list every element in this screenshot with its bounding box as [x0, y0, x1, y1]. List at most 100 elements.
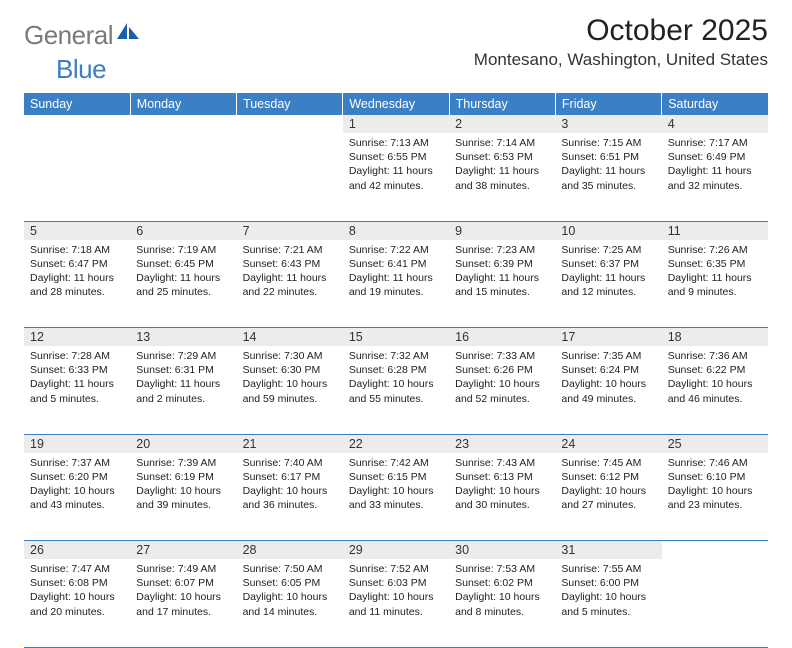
day-text: Sunrise: 7:52 AMSunset: 6:03 PMDaylight:… [343, 559, 449, 625]
day-number-row: 12131415161718 [24, 328, 768, 347]
day-text: Sunrise: 7:28 AMSunset: 6:33 PMDaylight:… [24, 346, 130, 412]
weekday-header: Thursday [449, 93, 555, 115]
day-number-cell: 29 [343, 541, 449, 560]
day-number-cell: 7 [237, 221, 343, 240]
day-cell: Sunrise: 7:52 AMSunset: 6:03 PMDaylight:… [343, 559, 449, 647]
day-text: Sunrise: 7:29 AMSunset: 6:31 PMDaylight:… [130, 346, 236, 412]
weekday-header: Saturday [662, 93, 768, 115]
day-cell: Sunrise: 7:26 AMSunset: 6:35 PMDaylight:… [662, 240, 768, 328]
day-number-cell: 27 [130, 541, 236, 560]
day-cell: Sunrise: 7:30 AMSunset: 6:30 PMDaylight:… [237, 346, 343, 434]
day-number-row: 1234 [24, 115, 768, 133]
month-title: October 2025 [474, 14, 768, 48]
day-text: Sunrise: 7:47 AMSunset: 6:08 PMDaylight:… [24, 559, 130, 625]
day-cell: Sunrise: 7:23 AMSunset: 6:39 PMDaylight:… [449, 240, 555, 328]
day-cell: Sunrise: 7:46 AMSunset: 6:10 PMDaylight:… [662, 453, 768, 541]
day-text: Sunrise: 7:21 AMSunset: 6:43 PMDaylight:… [237, 240, 343, 306]
day-text: Sunrise: 7:43 AMSunset: 6:13 PMDaylight:… [449, 453, 555, 519]
day-text: Sunrise: 7:30 AMSunset: 6:30 PMDaylight:… [237, 346, 343, 412]
day-text: Sunrise: 7:23 AMSunset: 6:39 PMDaylight:… [449, 240, 555, 306]
page-header: General October 2025 Montesano, Washingt… [24, 14, 768, 70]
day-cell: Sunrise: 7:18 AMSunset: 6:47 PMDaylight:… [24, 240, 130, 328]
day-content-row: Sunrise: 7:47 AMSunset: 6:08 PMDaylight:… [24, 559, 768, 647]
day-text: Sunrise: 7:19 AMSunset: 6:45 PMDaylight:… [130, 240, 236, 306]
day-text: Sunrise: 7:15 AMSunset: 6:51 PMDaylight:… [555, 133, 661, 199]
day-text: Sunrise: 7:55 AMSunset: 6:00 PMDaylight:… [555, 559, 661, 625]
day-cell: Sunrise: 7:36 AMSunset: 6:22 PMDaylight:… [662, 346, 768, 434]
weekday-header: Sunday [24, 93, 130, 115]
day-text: Sunrise: 7:36 AMSunset: 6:22 PMDaylight:… [662, 346, 768, 412]
day-cell [24, 133, 130, 221]
day-content-row: Sunrise: 7:13 AMSunset: 6:55 PMDaylight:… [24, 133, 768, 221]
day-cell: Sunrise: 7:37 AMSunset: 6:20 PMDaylight:… [24, 453, 130, 541]
day-number-cell: 17 [555, 328, 661, 347]
day-cell: Sunrise: 7:21 AMSunset: 6:43 PMDaylight:… [237, 240, 343, 328]
day-cell: Sunrise: 7:17 AMSunset: 6:49 PMDaylight:… [662, 133, 768, 221]
day-cell: Sunrise: 7:28 AMSunset: 6:33 PMDaylight:… [24, 346, 130, 434]
day-cell [237, 133, 343, 221]
day-content-row: Sunrise: 7:18 AMSunset: 6:47 PMDaylight:… [24, 240, 768, 328]
day-cell: Sunrise: 7:15 AMSunset: 6:51 PMDaylight:… [555, 133, 661, 221]
day-cell: Sunrise: 7:43 AMSunset: 6:13 PMDaylight:… [449, 453, 555, 541]
day-cell: Sunrise: 7:14 AMSunset: 6:53 PMDaylight:… [449, 133, 555, 221]
day-text: Sunrise: 7:50 AMSunset: 6:05 PMDaylight:… [237, 559, 343, 625]
day-number-cell: 13 [130, 328, 236, 347]
day-number-cell: 24 [555, 434, 661, 453]
day-cell [662, 559, 768, 647]
day-text: Sunrise: 7:45 AMSunset: 6:12 PMDaylight:… [555, 453, 661, 519]
logo-sail-icon [115, 21, 141, 46]
day-cell: Sunrise: 7:49 AMSunset: 6:07 PMDaylight:… [130, 559, 236, 647]
day-number-cell: 20 [130, 434, 236, 453]
day-number-cell: 11 [662, 221, 768, 240]
logo: General [24, 20, 141, 51]
day-cell: Sunrise: 7:35 AMSunset: 6:24 PMDaylight:… [555, 346, 661, 434]
day-number-cell: 8 [343, 221, 449, 240]
location-text: Montesano, Washington, United States [474, 50, 768, 70]
day-text: Sunrise: 7:35 AMSunset: 6:24 PMDaylight:… [555, 346, 661, 412]
day-text: Sunrise: 7:37 AMSunset: 6:20 PMDaylight:… [24, 453, 130, 519]
day-text: Sunrise: 7:26 AMSunset: 6:35 PMDaylight:… [662, 240, 768, 306]
day-text: Sunrise: 7:49 AMSunset: 6:07 PMDaylight:… [130, 559, 236, 625]
day-number-cell [662, 541, 768, 560]
weekday-header: Friday [555, 93, 661, 115]
day-number-cell: 2 [449, 115, 555, 133]
day-text: Sunrise: 7:42 AMSunset: 6:15 PMDaylight:… [343, 453, 449, 519]
day-content-row: Sunrise: 7:28 AMSunset: 6:33 PMDaylight:… [24, 346, 768, 434]
logo-text-blue: Blue [56, 54, 106, 84]
day-cell: Sunrise: 7:50 AMSunset: 6:05 PMDaylight:… [237, 559, 343, 647]
day-cell: Sunrise: 7:45 AMSunset: 6:12 PMDaylight:… [555, 453, 661, 541]
day-text: Sunrise: 7:17 AMSunset: 6:49 PMDaylight:… [662, 133, 768, 199]
day-text: Sunrise: 7:32 AMSunset: 6:28 PMDaylight:… [343, 346, 449, 412]
title-block: October 2025 Montesano, Washington, Unit… [474, 14, 768, 70]
day-number-cell: 22 [343, 434, 449, 453]
day-cell: Sunrise: 7:19 AMSunset: 6:45 PMDaylight:… [130, 240, 236, 328]
day-number-cell: 16 [449, 328, 555, 347]
day-text [130, 133, 236, 142]
day-number-cell: 15 [343, 328, 449, 347]
day-number-cell [24, 115, 130, 133]
day-number-cell: 4 [662, 115, 768, 133]
day-number-cell: 1 [343, 115, 449, 133]
day-text [24, 133, 130, 142]
day-content-row: Sunrise: 7:37 AMSunset: 6:20 PMDaylight:… [24, 453, 768, 541]
day-number-cell: 26 [24, 541, 130, 560]
day-number-cell: 6 [130, 221, 236, 240]
calendar-table: SundayMondayTuesdayWednesdayThursdayFrid… [24, 93, 768, 648]
day-number-row: 19202122232425 [24, 434, 768, 453]
day-number-cell: 21 [237, 434, 343, 453]
day-number-cell: 23 [449, 434, 555, 453]
day-number-cell: 28 [237, 541, 343, 560]
day-cell: Sunrise: 7:32 AMSunset: 6:28 PMDaylight:… [343, 346, 449, 434]
weekday-header: Tuesday [237, 93, 343, 115]
day-number-cell: 18 [662, 328, 768, 347]
day-cell: Sunrise: 7:42 AMSunset: 6:15 PMDaylight:… [343, 453, 449, 541]
logo-text-general: General [24, 20, 113, 51]
day-number-cell [130, 115, 236, 133]
day-text: Sunrise: 7:33 AMSunset: 6:26 PMDaylight:… [449, 346, 555, 412]
day-text: Sunrise: 7:53 AMSunset: 6:02 PMDaylight:… [449, 559, 555, 625]
day-text [662, 559, 768, 568]
weekday-header: Wednesday [343, 93, 449, 115]
day-number-cell: 31 [555, 541, 661, 560]
day-text: Sunrise: 7:46 AMSunset: 6:10 PMDaylight:… [662, 453, 768, 519]
weekday-header-row: SundayMondayTuesdayWednesdayThursdayFrid… [24, 93, 768, 115]
